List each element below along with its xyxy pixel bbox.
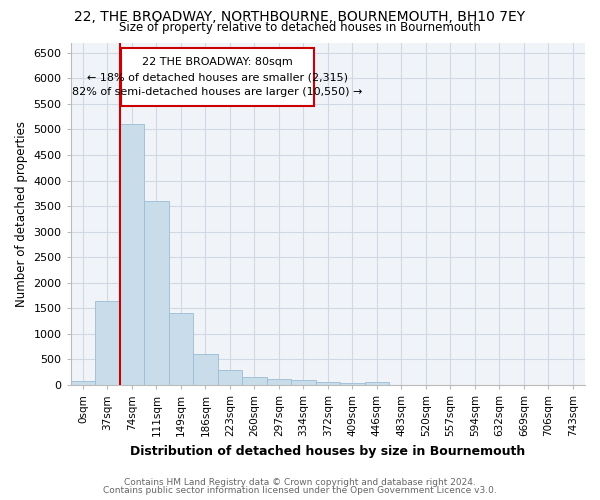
Y-axis label: Number of detached properties: Number of detached properties <box>15 121 28 307</box>
Bar <box>71 381 95 385</box>
Bar <box>291 380 316 385</box>
Bar <box>365 382 389 385</box>
Bar <box>144 201 169 385</box>
X-axis label: Distribution of detached houses by size in Bournemouth: Distribution of detached houses by size … <box>130 444 526 458</box>
Bar <box>95 300 119 385</box>
Bar <box>119 124 144 385</box>
Bar <box>169 314 193 385</box>
Bar <box>316 382 340 385</box>
Text: Size of property relative to detached houses in Bournemouth: Size of property relative to detached ho… <box>119 21 481 34</box>
Bar <box>218 370 242 385</box>
Bar <box>340 383 365 385</box>
Text: 22, THE BROADWAY, NORTHBOURNE, BOURNEMOUTH, BH10 7EY: 22, THE BROADWAY, NORTHBOURNE, BOURNEMOU… <box>74 10 526 24</box>
Text: Contains public sector information licensed under the Open Government Licence v3: Contains public sector information licen… <box>103 486 497 495</box>
Bar <box>193 354 218 385</box>
Text: 22 THE BROADWAY: 80sqm
← 18% of detached houses are smaller (2,315)
82% of semi-: 22 THE BROADWAY: 80sqm ← 18% of detached… <box>73 57 363 97</box>
Bar <box>242 378 266 385</box>
Bar <box>266 379 291 385</box>
FancyBboxPatch shape <box>121 48 314 106</box>
Text: Contains HM Land Registry data © Crown copyright and database right 2024.: Contains HM Land Registry data © Crown c… <box>124 478 476 487</box>
